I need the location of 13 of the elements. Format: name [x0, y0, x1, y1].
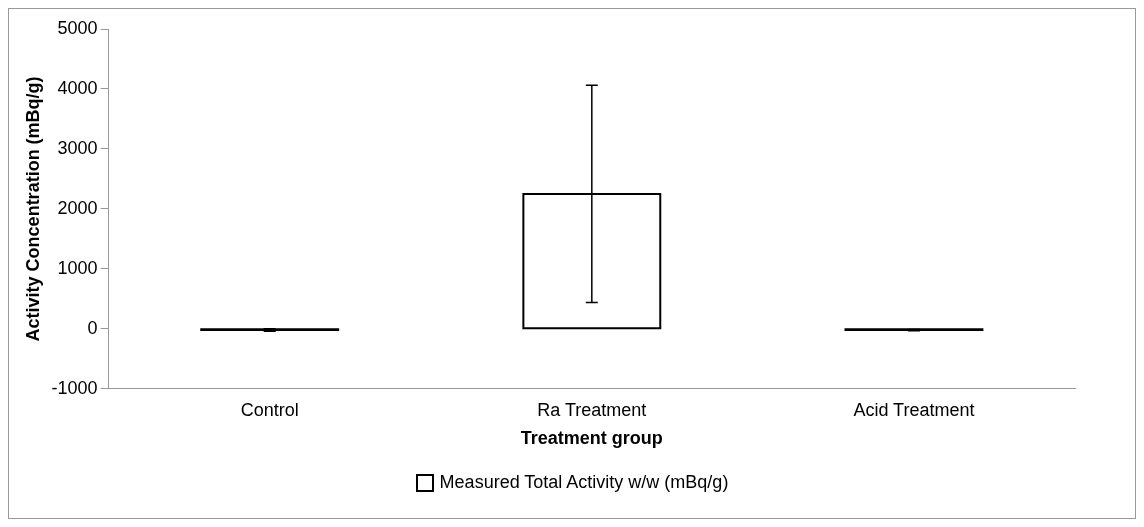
y-tick-label: 5000 — [57, 17, 98, 38]
y-tick-label: 2000 — [57, 197, 98, 218]
y-tick-label: 1000 — [57, 257, 98, 278]
y-tick-label: -1000 — [51, 377, 98, 398]
x-tick-label: Ra Treatment — [537, 399, 647, 420]
y-tick-label: 3000 — [57, 137, 98, 158]
text: Measured Total Activity w/w (mBq/g) — [439, 472, 729, 493]
y-axis-title: Activity Concentration (mBq/g) — [22, 76, 43, 342]
x-tick-label: Control — [240, 399, 299, 420]
y-tick-label: 0 — [87, 317, 98, 338]
y-tick-label: 4000 — [57, 77, 98, 98]
x-axis-title: Treatment group — [520, 428, 663, 449]
x-tick-label: Acid Treatment — [853, 399, 975, 420]
